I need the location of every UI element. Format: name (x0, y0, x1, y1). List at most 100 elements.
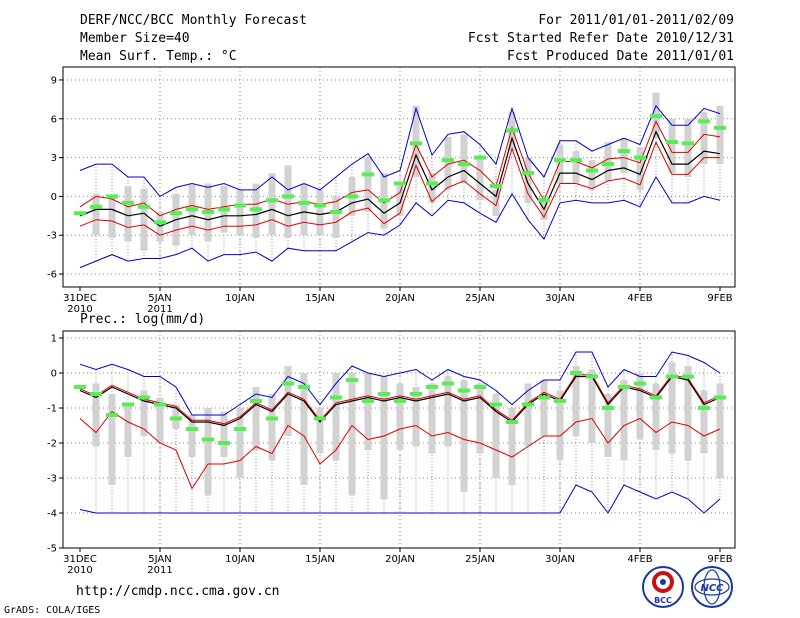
box-27 (508, 408, 516, 485)
observed-marker-28 (522, 171, 534, 176)
x-tick-label: 4FEB (627, 554, 652, 565)
observed-marker-33 (602, 406, 614, 410)
observed-marker-23 (442, 158, 454, 163)
box-33 (604, 394, 612, 457)
observed-marker-25 (474, 155, 486, 160)
box-31 (572, 366, 580, 436)
produced-date: Fcst Produced Date 2011/01/01 (507, 49, 734, 64)
x-tick-label: 30JAN (545, 293, 575, 304)
box-37 (668, 118, 676, 174)
observed-marker-11 (250, 399, 262, 403)
observed-marker-14 (298, 200, 310, 205)
ensemble-min-line (79, 484, 721, 514)
ncc-logo-text: NCC (700, 583, 724, 594)
box-24 (460, 380, 468, 492)
box-2 (108, 196, 116, 238)
y-tick-label: -3 (47, 231, 57, 242)
x-tick-label: 15JAN (305, 554, 335, 565)
observed-marker-30 (554, 399, 566, 403)
y-tick-label: 6 (51, 114, 57, 125)
observed-marker-4 (138, 395, 150, 400)
box-14 (300, 183, 308, 236)
observed-marker-27 (506, 420, 518, 424)
observed-marker-32 (586, 168, 598, 173)
box-18 (364, 157, 372, 212)
box-7 (188, 415, 196, 457)
observed-marker-10 (234, 203, 246, 208)
forecast-period: For 2011/01/01-2011/02/09 (538, 13, 734, 28)
x-tick-sublabel: 2010 (67, 304, 92, 315)
box-23 (444, 376, 452, 447)
observed-marker-37 (666, 374, 678, 379)
x-tick-label: 20JAN (385, 293, 415, 304)
box-39 (700, 390, 708, 454)
grads-credit: GrADS: COLA/IGES (4, 605, 100, 616)
box-32 (588, 160, 596, 190)
observed-marker-3 (122, 200, 134, 205)
y-tick-label: -5 (47, 544, 57, 555)
observed-marker-38 (682, 374, 694, 379)
observed-marker-19 (378, 392, 390, 396)
observed-marker-38 (682, 141, 694, 146)
box-8 (204, 408, 212, 496)
observed-marker-24 (458, 388, 470, 393)
observed-marker-29 (538, 395, 550, 400)
observed-marker-36 (650, 114, 662, 119)
x-tick-label: 5JAN (148, 554, 171, 565)
box-31 (572, 151, 580, 184)
box-1 (92, 383, 100, 447)
y-tick-label: -2 (47, 439, 57, 450)
box-13 (284, 366, 292, 436)
box-30 (556, 390, 564, 461)
observed-marker-1 (90, 392, 102, 396)
box-15 (316, 189, 324, 236)
observed-marker-35 (634, 381, 646, 386)
box-10 (236, 189, 244, 236)
box-18 (364, 373, 372, 450)
box-37 (668, 362, 676, 454)
observed-marker-40 (714, 125, 726, 130)
observed-marker-7 (186, 207, 198, 212)
box-30 (556, 144, 564, 184)
box-19 (380, 376, 388, 499)
start-date: Fcst Started Refer Date 2010/12/31 (468, 31, 734, 46)
observed-marker-22 (426, 385, 438, 389)
y-tick-label: -6 (47, 270, 57, 281)
observed-marker-34 (618, 385, 630, 389)
spread-lower-line (79, 140, 720, 236)
x-tick-sublabel: 2010 (67, 565, 92, 576)
box-32 (588, 369, 596, 443)
observed-marker-16 (330, 395, 342, 400)
observed-marker-16 (330, 209, 342, 214)
y-tick-label: -4 (47, 509, 57, 520)
box-1 (92, 193, 100, 236)
observed-marker-22 (426, 181, 438, 186)
x-tick-label: 4FEB (627, 293, 652, 304)
box-24 (460, 134, 468, 184)
observed-marker-17 (346, 194, 358, 199)
observed-marker-20 (394, 181, 406, 186)
box-12 (268, 173, 276, 236)
box-3 (124, 186, 132, 242)
x-tick-label: 15JAN (305, 293, 335, 304)
observed-marker-34 (618, 149, 630, 154)
observed-marker-30 (554, 158, 566, 163)
observed-marker-18 (362, 399, 374, 403)
box-35 (636, 147, 644, 190)
observed-marker-9 (218, 207, 230, 212)
observed-marker-0 (74, 211, 86, 216)
x-tick-label: 31DEC (63, 293, 97, 304)
box-12 (268, 394, 276, 461)
x-tick-label: 5JAN (148, 293, 171, 304)
box-38 (684, 118, 692, 177)
box-11 (252, 387, 260, 450)
ncc-logo: NCC (691, 566, 733, 608)
observed-marker-15 (314, 203, 326, 208)
spread-upper-line (79, 120, 721, 217)
box-15 (316, 408, 324, 454)
box-35 (636, 373, 644, 440)
observed-marker-33 (602, 162, 614, 167)
